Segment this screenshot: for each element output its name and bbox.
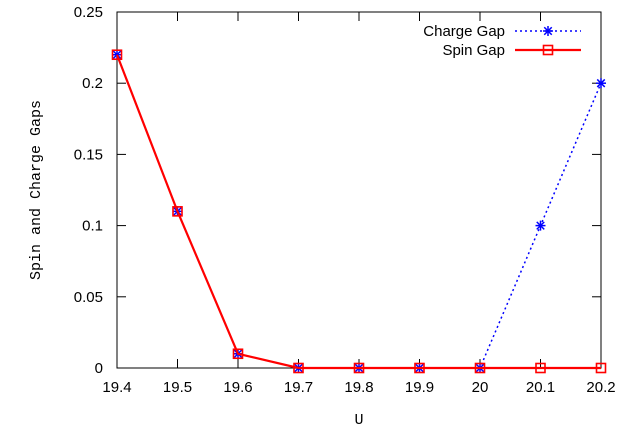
x-tick-label: 20.1 (526, 379, 555, 396)
series-layer (111, 49, 607, 374)
y-tick-label: 0.15 (74, 146, 103, 163)
y-tick-label: 0.1 (82, 218, 103, 235)
legend-label: Spin Gap (442, 42, 505, 59)
spin-gap-line (115, 54, 601, 370)
x-tick-label: 19.9 (405, 379, 434, 396)
y-axis-ticks: 0 0.05 0.1 0.15 0.2 0.25 (74, 4, 601, 377)
charge-gap-point (535, 220, 546, 231)
charge-gap-line (116, 54, 602, 369)
spin-gap-point (474, 362, 486, 374)
x-tick-label: 20 (472, 379, 489, 396)
spin-gap-point (111, 49, 123, 61)
x-axis-label: U (354, 412, 363, 429)
charge-gap-point (596, 78, 606, 89)
y-axis-label: Spin and Charge Gaps (28, 100, 45, 280)
y-tick-label: 0 (95, 360, 103, 377)
asterisk-stroke (596, 78, 606, 88)
charge-gap-point (543, 26, 553, 36)
y-tick-label: 0.25 (74, 4, 103, 21)
x-tick-label: 19.4 (102, 379, 131, 396)
spin-gap-point (535, 362, 546, 374)
y-tick-label: 0.2 (82, 75, 103, 92)
spin-gap-point (172, 206, 183, 217)
x-tick-label: 19.5 (163, 379, 192, 396)
x-axis-ticks: 19.4 19.5 19.6 19.7 19.8 19.9 20 20.1 20.2 (102, 12, 616, 396)
spin-gap-point (595, 362, 607, 374)
x-tick-label: 19.8 (344, 379, 373, 396)
spin-gap-point (232, 348, 244, 360)
y-tick-label: 0.05 (74, 289, 103, 306)
spin-gap-point (353, 362, 365, 374)
plot-frame (116, 11, 602, 369)
x-tick-label: 20.2 (586, 379, 615, 396)
x-tick-label: 19.7 (284, 379, 313, 396)
asterisk-stroke (543, 26, 553, 36)
asterisk-stroke (536, 221, 545, 230)
spin-gap-point (542, 44, 554, 56)
legend-label: Charge Gap (423, 23, 505, 40)
spin-gap-point (414, 362, 425, 374)
legend: Charge Gap Spin Gap (423, 23, 581, 59)
x-tick-label: 19.6 (223, 379, 252, 396)
spin-gap-point (293, 362, 304, 374)
